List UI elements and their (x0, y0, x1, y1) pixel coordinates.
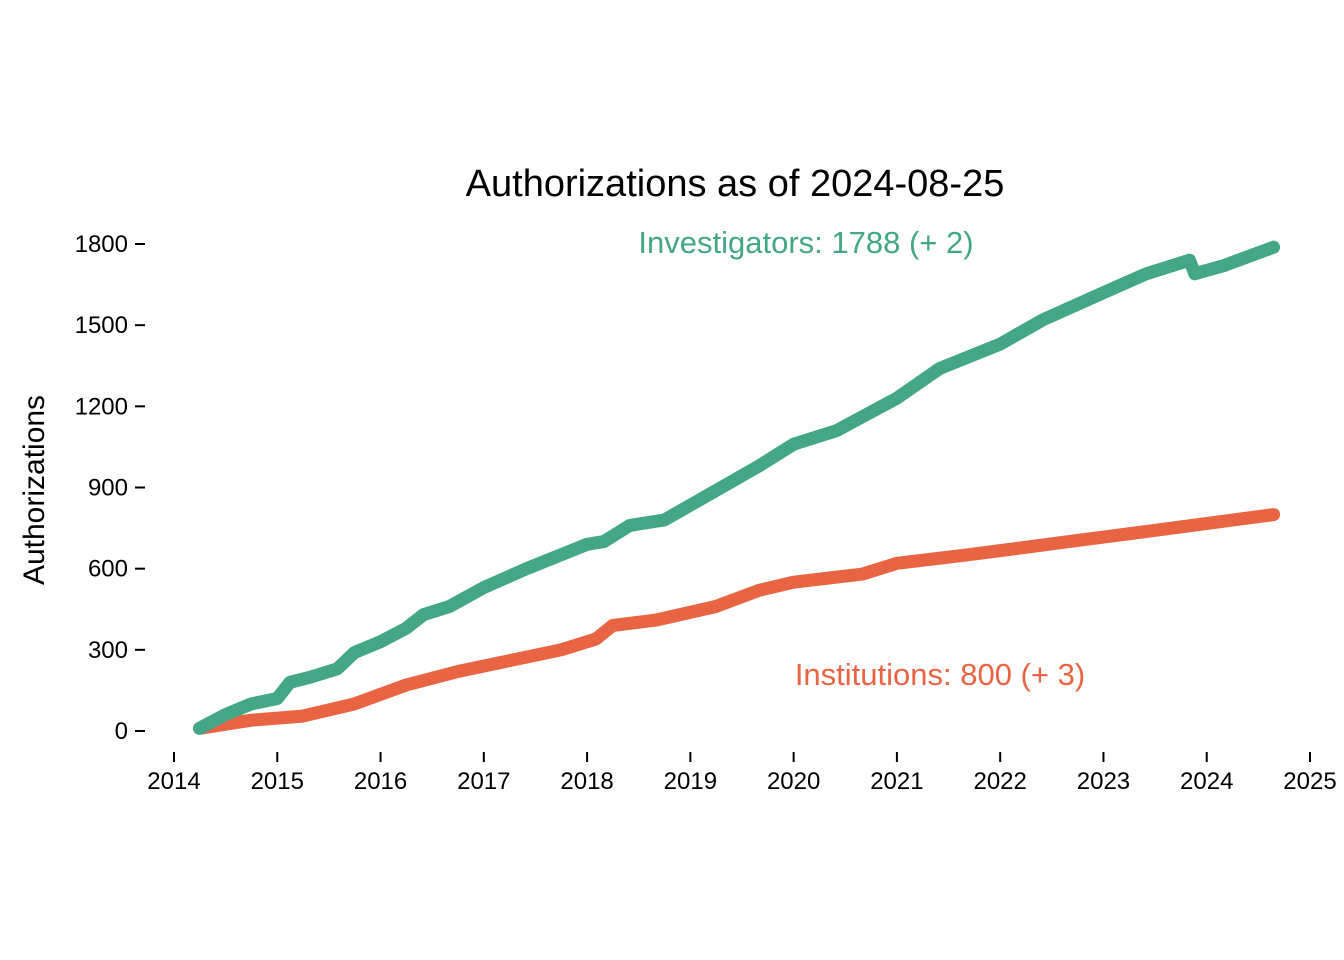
x-tick-label: 2014 (147, 768, 200, 795)
y-tick-label: 1800 (75, 231, 128, 258)
x-tick-label: 2021 (870, 768, 923, 795)
y-tick-label: 1200 (75, 393, 128, 420)
x-tick-label: 2020 (767, 768, 820, 795)
series-label-investigators: Investigators: 1788 (+ 2) (638, 225, 973, 260)
series-line-institutions (193, 508, 1281, 735)
x-tick-label: 2018 (560, 768, 613, 795)
x-tick-label: 2017 (457, 768, 510, 795)
x-tick-label: 2019 (664, 768, 717, 795)
y-tick-label: 0 (115, 718, 128, 745)
y-tick-label: 900 (88, 475, 128, 502)
y-axis-label: Authorizations (18, 395, 51, 585)
x-axis: 2014 2015 2016 2017 2018 2019 2020 2021 2022 2023… (147, 752, 1337, 795)
x-tick-label: 2022 (973, 768, 1026, 795)
y-tick-label: 300 (88, 637, 128, 664)
y-tick-label: 1500 (75, 312, 128, 339)
x-tick-label: 2016 (354, 768, 407, 795)
x-tick-label: 2023 (1077, 768, 1130, 795)
series-label-institutions: Institutions: 800 (+ 3) (795, 657, 1085, 692)
chart-title: Authorizations as of 2024-08-25 (466, 163, 1005, 205)
x-tick-label: 2015 (251, 768, 304, 795)
series-labels: Investigators: 1788 (+ 2) Institutions: 8… (638, 225, 1085, 692)
series-line-investigators (193, 240, 1281, 735)
series-layer (193, 240, 1281, 735)
x-tick-label: 2024 (1180, 768, 1233, 795)
x-tick-label: 2025 (1283, 768, 1336, 795)
y-axis: 0 300 600 900 1200 1500 1800 (75, 231, 145, 745)
y-tick-label: 600 (88, 556, 128, 583)
